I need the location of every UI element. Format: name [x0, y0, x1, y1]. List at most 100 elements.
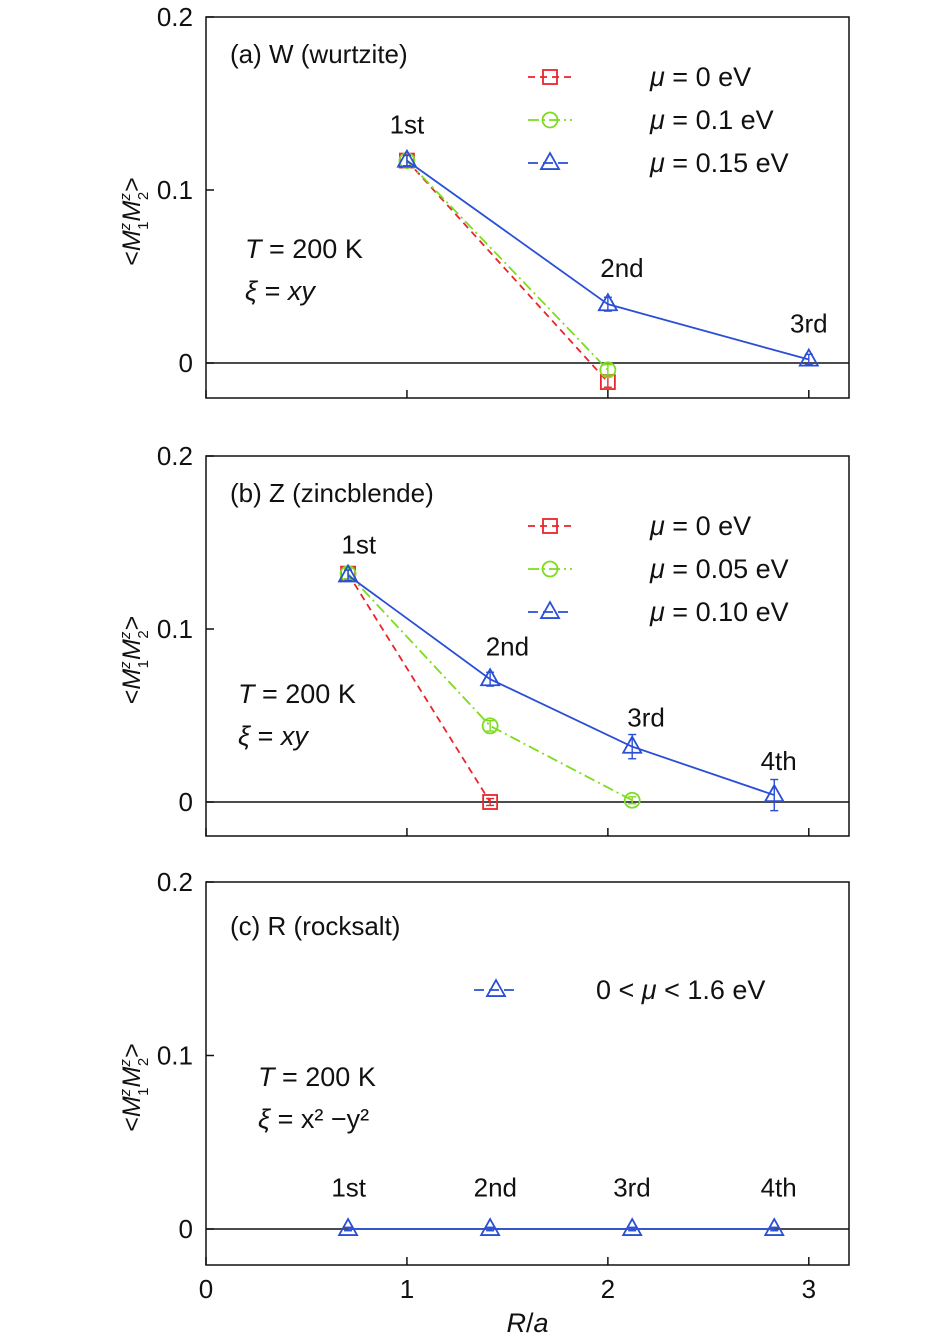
legend-marker — [539, 600, 561, 619]
xi-value: xy — [279, 721, 310, 751]
y-tick-label: 0 — [179, 787, 193, 817]
neighbor-label: 1st — [341, 530, 376, 560]
neighbor-label: 1st — [390, 110, 425, 140]
legend-label-pre: 0 < — [596, 975, 642, 1005]
y-axis-label-m1-sub: 1 — [135, 660, 152, 668]
x-tick-label: 3 — [802, 1274, 816, 1304]
legend-entry-1: 0 < μ < 1.6 eV — [474, 975, 765, 1005]
neighbor-label: 1st — [331, 1173, 366, 1203]
y-tick-label: 0.1 — [157, 614, 193, 644]
neighbor-label: 3rd — [627, 703, 665, 733]
legend-label: μ = 0.05 eV — [649, 554, 789, 584]
xi-equals: = — [250, 721, 281, 751]
legend-entry-2: μ = 0.1 eV — [528, 105, 774, 135]
legend-label-post: < 1.6 eV — [657, 975, 766, 1005]
panel-b: 00.10.2<Mz1Mz2>(b) Z (zincblende)T = 200… — [117, 441, 850, 837]
temperature-value: = 200 K — [262, 234, 363, 264]
temperature-symbol: T — [258, 1062, 277, 1092]
legend-label-mu: μ — [649, 511, 665, 541]
neighbor-label: 4th — [761, 1173, 797, 1203]
legend-label-value: = 0.05 eV — [665, 554, 789, 584]
legend-entry-1: μ = 0 eV — [528, 62, 751, 92]
legend-label: μ = 0 eV — [649, 62, 751, 92]
data-point-marker — [479, 1217, 501, 1236]
panel-label: (b) Z (zincblende) — [230, 478, 434, 508]
y-axis-label-m1-sup: z — [117, 1088, 134, 1097]
x-axis-label-slash: / — [526, 1308, 534, 1338]
legend-label-mu: μ — [649, 597, 665, 627]
panel-c: 00.10.20 1 2 3R/a<Mz1Mz2>(c) R (rocksalt)T … — [117, 867, 850, 1338]
legend-marker — [541, 560, 559, 578]
xi-symbol: ξ — [238, 721, 252, 751]
legend-marker — [485, 978, 507, 997]
y-tick-label: 0.2 — [157, 441, 193, 471]
data-point-marker — [396, 148, 418, 168]
series-3 — [396, 148, 820, 367]
neighbor-label: 3rd — [790, 309, 828, 339]
y-axis-label-m2-sup: z — [117, 193, 134, 202]
xi-annotation: ξ = x² −y² — [258, 1104, 369, 1134]
y-tick-label: 0.1 — [157, 175, 193, 205]
legend-marker — [539, 151, 561, 170]
y-axis-label-m1-sub: 1 — [135, 1088, 152, 1096]
x-tick-label: 0 — [199, 1274, 213, 1304]
legend-label-mu: μ — [649, 554, 665, 584]
x-tick-label: 1 — [400, 1274, 414, 1304]
series-line — [347, 573, 491, 803]
xi-equals: = — [270, 1104, 301, 1134]
y-axis-label-m2-sup: z — [117, 631, 134, 640]
y-axis-label-m2: M — [118, 1067, 146, 1088]
series-line — [347, 573, 633, 802]
series-line — [406, 159, 609, 383]
y-axis-label-m2-sub: 2 — [135, 192, 152, 200]
data-point-marker — [623, 791, 641, 809]
neighbor-label: 3rd — [613, 1173, 651, 1203]
legend-entry-2: μ = 0.05 eV — [528, 554, 789, 584]
y-tick-label: 0.2 — [157, 2, 193, 32]
neighbor-label: 2nd — [474, 1173, 517, 1203]
legend-label-mu: μ — [641, 975, 657, 1005]
y-axis-label-close: > — [118, 616, 146, 631]
legend-label-mu: μ — [649, 105, 665, 135]
data-point-marker — [479, 667, 501, 687]
y-axis-label-m2-sub: 2 — [135, 1058, 152, 1066]
y-axis-label-m2: M — [118, 201, 146, 222]
y-axis-label-m1-sup: z — [117, 661, 134, 670]
plot-frame — [205, 16, 850, 399]
legend-label-value: = 0 eV — [665, 62, 751, 92]
data-point-marker — [337, 563, 359, 583]
data-point-marker — [481, 717, 499, 735]
xi-equals: = — [257, 276, 288, 306]
plot-frame — [205, 455, 850, 837]
series-1 — [399, 152, 616, 390]
series-2 — [398, 152, 617, 379]
xi-annotation: ξ = xy — [238, 721, 309, 751]
data-point-marker — [621, 734, 643, 754]
x-tick-label: 2 — [601, 1274, 615, 1304]
x-axis-label-a: a — [533, 1308, 548, 1338]
legend-marker — [541, 111, 559, 129]
temperature-annotation: T = 200 K — [238, 679, 356, 709]
legend-label: μ = 0.10 eV — [649, 597, 789, 627]
legend-marker — [542, 69, 558, 85]
plot-frame — [205, 881, 850, 1266]
series-line — [347, 574, 775, 796]
x-axis-label: R/a — [506, 1308, 548, 1338]
y-axis-label: <Mz1Mz2> — [117, 1043, 152, 1132]
y-axis-label-m1: M — [118, 1096, 146, 1117]
panel-label: (c) R (rocksalt) — [230, 911, 400, 941]
data-point-marker — [597, 292, 619, 312]
y-axis-label-m2-sup: z — [117, 1059, 134, 1068]
data-point-marker — [599, 361, 617, 379]
xi-annotation: ξ = xy — [245, 276, 316, 306]
temperature-symbol: T — [245, 234, 264, 264]
data-point-marker — [398, 152, 416, 169]
temperature-value: = 200 K — [255, 679, 356, 709]
series-line — [406, 159, 609, 371]
neighbor-label: 2nd — [600, 253, 643, 283]
legend-label-mu: μ — [649, 62, 665, 92]
y-axis-label-m1-sub: 1 — [135, 222, 152, 230]
y-axis-label-open: < — [118, 690, 146, 705]
legend-label-value: = 0.15 eV — [665, 148, 789, 178]
